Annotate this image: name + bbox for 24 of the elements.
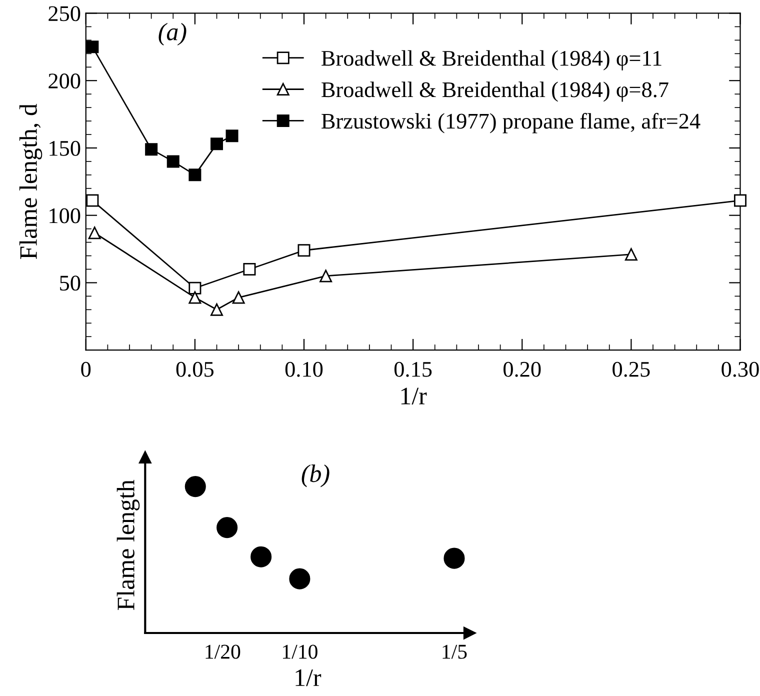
- legend-label: Broadwell & Breidenthal (1984) φ=11: [322, 50, 662, 70]
- annotation: (b): [302, 464, 330, 488]
- y-tick-label: 150: [50, 140, 80, 156]
- legend-label: Broadwell & Breidenthal (1984) φ=8.7: [322, 82, 668, 102]
- x-tick-label: 0.30: [722, 362, 759, 377]
- x-tick-label: 0.10: [285, 362, 323, 377]
- x-tick-label: 0.20: [504, 362, 541, 377]
- x-tick-label: 0.25: [612, 362, 650, 377]
- annotation: (a): [158, 22, 186, 46]
- legend-label: Brzustowski (1977) propane flame, afr=24: [322, 112, 700, 134]
- x-axis-title: 1/r: [296, 669, 322, 686]
- y-axis-title: Flame length: [116, 480, 140, 610]
- x-tick-label: 0.05: [176, 362, 214, 377]
- x-tick-label: 1/10: [283, 644, 318, 659]
- x-tick-label: 1/20: [206, 644, 240, 659]
- x-tick-label: 0: [81, 362, 91, 377]
- y-tick-label: 200: [48, 74, 80, 89]
- x-axis-title: 1/r: [401, 388, 427, 404]
- x-tick-label: 1/5: [442, 644, 467, 659]
- y-tick-label: 250: [48, 6, 80, 22]
- y-tick-label: 100: [50, 208, 80, 224]
- x-tick-label: 0.15: [394, 362, 432, 377]
- y-axis-title: Flame length, d: [19, 104, 42, 260]
- y-tick-label: 50: [60, 276, 80, 291]
